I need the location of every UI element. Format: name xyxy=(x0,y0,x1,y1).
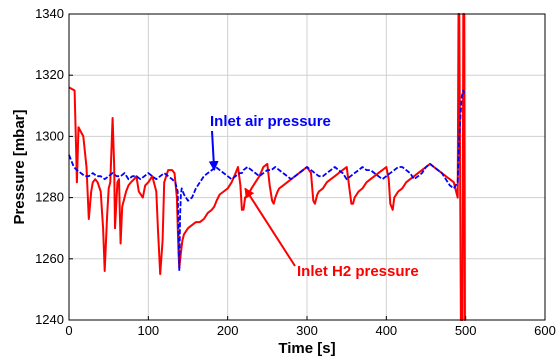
y-tick-label: 1300 xyxy=(35,128,64,143)
y-tick-label: 1240 xyxy=(35,312,64,327)
annotations: Inlet air pressure Inlet H2 pressure xyxy=(208,113,419,280)
annotation-label: Inlet H2 pressure xyxy=(297,263,419,280)
y-axis-title: Pressure [mbar] xyxy=(11,109,28,224)
tick-labels: 0 100 200 300 400 500 600 1240 1260 1280 1300 1320 1… xyxy=(35,6,556,338)
x-tick-label: 300 xyxy=(296,323,318,338)
annotation-arrow xyxy=(244,187,296,267)
y-tick-label: 1340 xyxy=(35,6,64,21)
annotation-label: Inlet air pressure xyxy=(210,113,331,130)
x-tick-label: 200 xyxy=(217,323,239,338)
grid xyxy=(69,14,545,320)
x-tick-label: 600 xyxy=(534,323,556,338)
x-tick-label: 400 xyxy=(375,323,397,338)
annotation-arrow xyxy=(208,130,219,172)
y-tick-label: 1260 xyxy=(35,251,64,266)
x-tick-label: 0 xyxy=(65,323,72,338)
air-pressure-line xyxy=(68,89,465,272)
y-tick-label: 1280 xyxy=(35,190,64,205)
x-tick-label: 100 xyxy=(137,323,159,338)
y-tick-label: 1320 xyxy=(35,67,64,82)
x-axis-title: Time [s] xyxy=(278,340,335,357)
x-tick-label: 500 xyxy=(455,323,477,338)
